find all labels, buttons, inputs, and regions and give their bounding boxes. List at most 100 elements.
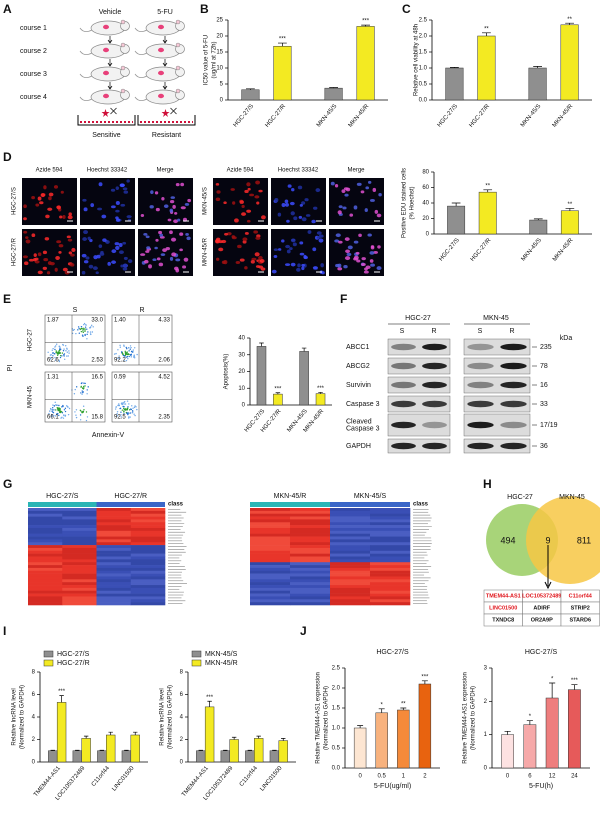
- flow-event: [81, 334, 84, 336]
- cell-nucleus: [286, 249, 291, 254]
- table-text: ADIRF: [533, 605, 550, 611]
- chart-title: HGC-27/S: [525, 649, 558, 656]
- flow-event: [47, 351, 49, 353]
- cell-nucleus: [59, 215, 63, 219]
- flow-event: [81, 411, 83, 414]
- bar: [324, 87, 343, 101]
- error-bar: [329, 87, 338, 89]
- y-axis-label: Apoptosis(%): [224, 354, 230, 390]
- cell-nucleus: [292, 242, 297, 247]
- table-text: STRIP2: [571, 605, 590, 611]
- flow-event: [58, 346, 61, 348]
- flow-event: [127, 407, 129, 409]
- venn-count: 811: [577, 535, 591, 545]
- heat-cell: [330, 530, 371, 534]
- cell-nucleus: [312, 247, 317, 252]
- blot-band: [467, 381, 494, 389]
- bar: [568, 689, 581, 769]
- cell-nucleus: [186, 236, 191, 241]
- flow-event: [74, 411, 76, 413]
- cell-nucleus: [353, 240, 359, 244]
- cell-nucleus: [102, 238, 107, 242]
- heat-cell: [130, 550, 166, 554]
- flow-event: [135, 406, 137, 408]
- bar: [528, 67, 547, 101]
- error-bar: [231, 736, 237, 740]
- blot-band: [500, 362, 527, 370]
- table-text: OR2A9P: [531, 617, 553, 623]
- heat-cell: [330, 536, 371, 540]
- column-label: 5-FU: [157, 9, 173, 16]
- flow-event: [54, 353, 56, 355]
- cell-nucleus: [337, 267, 343, 271]
- flow-plot: [44, 314, 106, 366]
- quadrant-value: 62.6: [47, 358, 59, 364]
- heat-cell: [330, 593, 371, 597]
- heat-cell: [130, 565, 166, 569]
- heat-cell: [130, 545, 166, 549]
- flow-event: [86, 338, 88, 340]
- flow-event: [126, 348, 128, 350]
- legend-swatch: [191, 659, 202, 667]
- flow-event: [80, 328, 82, 330]
- error-bar: [108, 731, 113, 735]
- cell-nucleus: [62, 215, 66, 219]
- cell-nucleus: [33, 258, 37, 262]
- channel-label: Merge: [347, 168, 365, 174]
- flow-event: [59, 409, 61, 411]
- heat-cell: [290, 582, 331, 586]
- cell-nucleus: [318, 238, 324, 243]
- heat-cell: [96, 513, 132, 517]
- heat-cell: [96, 550, 132, 554]
- tumor: [158, 47, 164, 53]
- cell-nucleus: [43, 185, 47, 190]
- blot-band: [391, 343, 416, 351]
- cell-nucleus: [33, 253, 37, 258]
- error-bar: [526, 720, 533, 725]
- flow-event: [123, 360, 126, 362]
- lane-label: S: [400, 328, 405, 335]
- cell-nucleus: [313, 206, 318, 210]
- x-tick-label: LINC01500: [259, 765, 284, 793]
- quadrant-value: 1.87: [47, 318, 59, 324]
- flow-event: [136, 408, 138, 411]
- flow-event: [124, 403, 127, 405]
- bar: [478, 191, 497, 235]
- heat-cell: [290, 587, 331, 592]
- flow-event: [66, 347, 68, 350]
- heat-cell: [330, 570, 371, 574]
- cell-nucleus: [56, 205, 61, 210]
- heat-cell: [96, 565, 132, 569]
- heat-cell: [290, 553, 331, 557]
- flow-event: [130, 356, 132, 358]
- cell-nucleus: [23, 217, 27, 221]
- cell-nucleus: [296, 267, 301, 272]
- panel-letter: H: [483, 477, 492, 491]
- y-tick-label: 15: [216, 50, 223, 56]
- flow-event: [80, 410, 82, 412]
- y-tick-label: 3: [484, 666, 488, 672]
- cell-nucleus: [347, 245, 353, 250]
- kda-label: 33: [540, 401, 548, 408]
- blot-band: [422, 381, 447, 389]
- flow-event: [128, 355, 130, 358]
- flow-event: [49, 410, 51, 412]
- cell-nucleus: [111, 249, 117, 254]
- bar: [256, 346, 267, 406]
- cell-nucleus: [169, 256, 174, 261]
- heat-cell: [28, 527, 63, 532]
- cell-nucleus: [232, 201, 236, 205]
- error-bar: [83, 735, 89, 739]
- heat-cell: [330, 585, 371, 589]
- cell-nucleus: [182, 265, 187, 269]
- heat-cell: [370, 547, 411, 552]
- cell-nucleus: [88, 264, 94, 269]
- cell-nucleus: [361, 257, 366, 261]
- cell-nucleus: [154, 246, 158, 250]
- flow-event: [125, 356, 127, 358]
- cell-nucleus: [304, 198, 309, 202]
- cell-nucleus: [122, 241, 127, 245]
- error-bar: [549, 682, 556, 698]
- flow-event: [62, 405, 64, 408]
- flow-event: [68, 350, 70, 352]
